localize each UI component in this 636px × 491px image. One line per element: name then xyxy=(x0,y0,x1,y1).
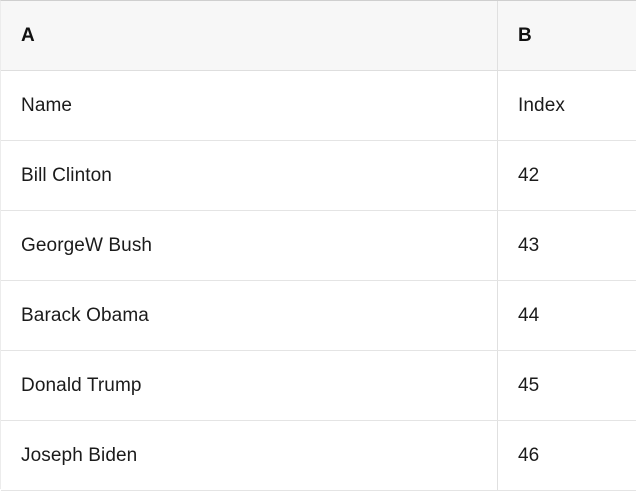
table-row: GeorgeW Bush 43 xyxy=(1,211,636,281)
column-header-b[interactable]: B xyxy=(518,24,532,46)
table-row: Joseph Biden 46 xyxy=(1,421,636,491)
cell-name[interactable]: Donald Trump xyxy=(1,351,498,420)
cell-index[interactable]: 43 xyxy=(518,234,540,256)
cell-index-label[interactable]: Index xyxy=(518,94,565,116)
cell-index[interactable]: 46 xyxy=(518,444,540,466)
column-header-a[interactable]: A xyxy=(1,1,498,70)
table-row: Name Index xyxy=(1,71,636,141)
cell-index[interactable]: 45 xyxy=(518,374,540,396)
cell-index[interactable]: 44 xyxy=(518,304,540,326)
table-row: Donald Trump 45 xyxy=(1,351,636,421)
cell-index[interactable]: 42 xyxy=(518,164,540,186)
table-row: Barack Obama 44 xyxy=(1,281,636,351)
cell-name-label[interactable]: Name xyxy=(1,71,498,140)
cell-name[interactable]: Joseph Biden xyxy=(1,421,498,490)
table-row: Bill Clinton 42 xyxy=(1,141,636,211)
column-header-row: A B xyxy=(1,1,636,71)
cell-name[interactable]: GeorgeW Bush xyxy=(1,211,498,280)
cell-name[interactable]: Barack Obama xyxy=(1,281,498,350)
cell-name[interactable]: Bill Clinton xyxy=(1,141,498,210)
